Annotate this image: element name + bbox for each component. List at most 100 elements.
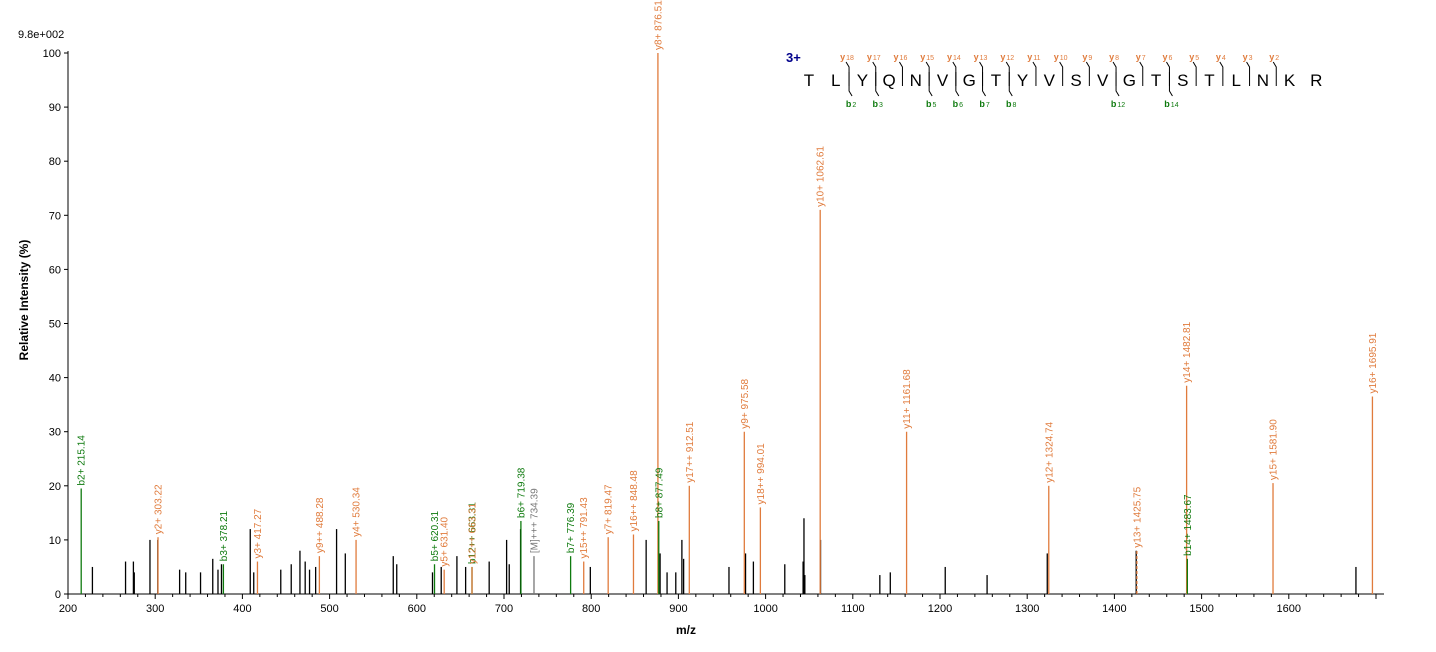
y-ion-label: y10 bbox=[1054, 52, 1068, 62]
y-ion-label: y14 bbox=[947, 52, 961, 62]
y-ion-label: y4 bbox=[1216, 52, 1226, 62]
b-ion-cleavage-mark bbox=[1168, 72, 1173, 97]
y-ion-label: y7 bbox=[1136, 52, 1146, 62]
b-ion-label: b6 bbox=[953, 99, 964, 109]
b-ion-label: b12 bbox=[1111, 99, 1125, 109]
y-tick-label: 10 bbox=[49, 535, 61, 547]
x-tick-label: 700 bbox=[495, 603, 513, 615]
peak-label: y16+ 1695.91 bbox=[1368, 332, 1379, 393]
peak-label: b7+ 776.39 bbox=[566, 502, 577, 553]
b-ion-cleavage-mark bbox=[1115, 72, 1120, 97]
x-tick-label: 500 bbox=[320, 603, 338, 615]
sequence-residue: N bbox=[1257, 71, 1269, 90]
b-ion-cleavage-mark bbox=[955, 72, 960, 97]
y-ion-label: y17 bbox=[867, 52, 881, 62]
b-ion-cleavage-mark bbox=[1008, 72, 1013, 97]
y-ion-label: y18 bbox=[840, 52, 854, 62]
peak-label: y11+ 1161.68 bbox=[902, 369, 913, 429]
sequence-residue: Y bbox=[857, 71, 868, 90]
y-ion-cleavage-mark bbox=[1139, 61, 1144, 86]
x-tick-label: 1100 bbox=[841, 603, 865, 615]
sequence-residue: G bbox=[1123, 71, 1136, 90]
sequence-residue: G bbox=[963, 71, 976, 90]
b-ion-label: b5 bbox=[926, 99, 937, 109]
b-ion-label: b14 bbox=[1164, 99, 1178, 109]
x-tick-label: 800 bbox=[582, 603, 600, 615]
peak-label: y4+ 530.34 bbox=[352, 487, 363, 537]
x-tick-label: 1500 bbox=[1189, 603, 1213, 615]
x-tick-label: 200 bbox=[59, 603, 77, 615]
peak-label: b3+ 378.21 bbox=[219, 510, 230, 561]
y-ion-label: y8 bbox=[1109, 52, 1119, 62]
peak-label: b2+ 215.14 bbox=[77, 435, 88, 486]
y-ion-label: y13 bbox=[974, 52, 988, 62]
y-tick-label: 30 bbox=[49, 427, 61, 439]
x-tick-label: 1200 bbox=[928, 603, 952, 615]
y-ion-label: y11 bbox=[1027, 52, 1040, 62]
sequence-residue: T bbox=[1151, 71, 1161, 90]
peak-label: y8+ 876.51 bbox=[653, 0, 664, 50]
y-ion-label: y3 bbox=[1243, 52, 1253, 62]
peak-label: y2+ 303.22 bbox=[154, 484, 165, 534]
y-ion-label: y16 bbox=[894, 52, 908, 62]
y-tick-label: 20 bbox=[49, 481, 61, 493]
peak-label: y12+ 1324.74 bbox=[1044, 421, 1055, 482]
x-tick-label: 600 bbox=[408, 603, 426, 615]
peak-label: y16++ 848.48 bbox=[629, 470, 640, 532]
peak-label: b6+ 719.38 bbox=[516, 467, 527, 518]
sequence-residue: R bbox=[1310, 71, 1322, 90]
sequence-residue: T bbox=[991, 71, 1001, 90]
y-ion-cleavage-mark bbox=[899, 61, 903, 86]
peak-label: y15++ 791.43 bbox=[579, 497, 590, 559]
y-tick-label: 80 bbox=[49, 156, 61, 168]
x-tick-label: 400 bbox=[233, 603, 251, 615]
b-ion-label: b3 bbox=[873, 99, 884, 109]
y-axis-title: Relative Intensity (%) bbox=[17, 240, 31, 361]
peak-label: y18++ 994.01 bbox=[756, 443, 767, 505]
peak-label: b12++ 663.31 bbox=[468, 502, 479, 564]
sequence-residue: N bbox=[910, 71, 922, 90]
peak-label: b5+ 620.31 bbox=[430, 510, 441, 561]
y-tick-label: 40 bbox=[49, 373, 61, 385]
sequence-residue: V bbox=[1097, 71, 1109, 90]
y-tick-label: 50 bbox=[49, 319, 61, 331]
b-ion-cleavage-mark bbox=[875, 72, 880, 97]
x-tick-label: 1400 bbox=[1102, 603, 1126, 615]
peak-label: y5+ 631.40 bbox=[440, 516, 451, 566]
peak-label: y7+ 819.47 bbox=[604, 484, 615, 534]
sequence-residue: S bbox=[1070, 71, 1081, 90]
y-ion-cleavage-mark bbox=[1219, 61, 1224, 86]
b-ion-label: b8 bbox=[1006, 99, 1017, 109]
y-ion-cleavage-mark bbox=[1192, 61, 1197, 86]
x-tick-label: 1600 bbox=[1277, 603, 1301, 615]
sequence-residue: L bbox=[1231, 71, 1240, 90]
y-tick-label: 60 bbox=[49, 264, 61, 276]
b-ion-cleavage-mark bbox=[928, 72, 933, 97]
sequence-residue: T bbox=[804, 71, 814, 90]
peak-label: y10+ 1062.61 bbox=[816, 146, 827, 207]
y-ion-label: y2 bbox=[1269, 52, 1279, 62]
peak-label: y9++ 488.28 bbox=[315, 497, 326, 553]
y-ion-cleavage-mark bbox=[1032, 61, 1037, 86]
sequence-residue: V bbox=[1044, 71, 1056, 90]
sequence-residue: V bbox=[937, 71, 949, 90]
peak-label: y12++ 663.31 bbox=[468, 502, 479, 564]
y-tick-label: 90 bbox=[49, 102, 61, 114]
sequence-residue: T bbox=[1204, 71, 1214, 90]
y-tick-label: 100 bbox=[43, 48, 61, 60]
y-ion-label: y12 bbox=[1000, 52, 1014, 62]
peak-label: b8+ 877.49 bbox=[654, 467, 665, 518]
peak-label: y14+ 1482.81 bbox=[1182, 321, 1193, 382]
y-ion-cleavage-mark bbox=[1272, 61, 1277, 86]
sequence-residue: S bbox=[1177, 71, 1188, 90]
x-tick-label: 1000 bbox=[753, 603, 777, 615]
y-ion-label: y6 bbox=[1162, 52, 1172, 62]
peak-label: y17++ 912.51 bbox=[685, 421, 696, 483]
sequence-residue: Q bbox=[882, 71, 895, 90]
b-ion-label: b7 bbox=[979, 99, 990, 109]
x-tick-label: 900 bbox=[669, 603, 687, 615]
y-ion-label: y15 bbox=[920, 52, 934, 62]
y-tick-label: 0 bbox=[55, 589, 61, 601]
x-tick-label: 1300 bbox=[1015, 603, 1039, 615]
